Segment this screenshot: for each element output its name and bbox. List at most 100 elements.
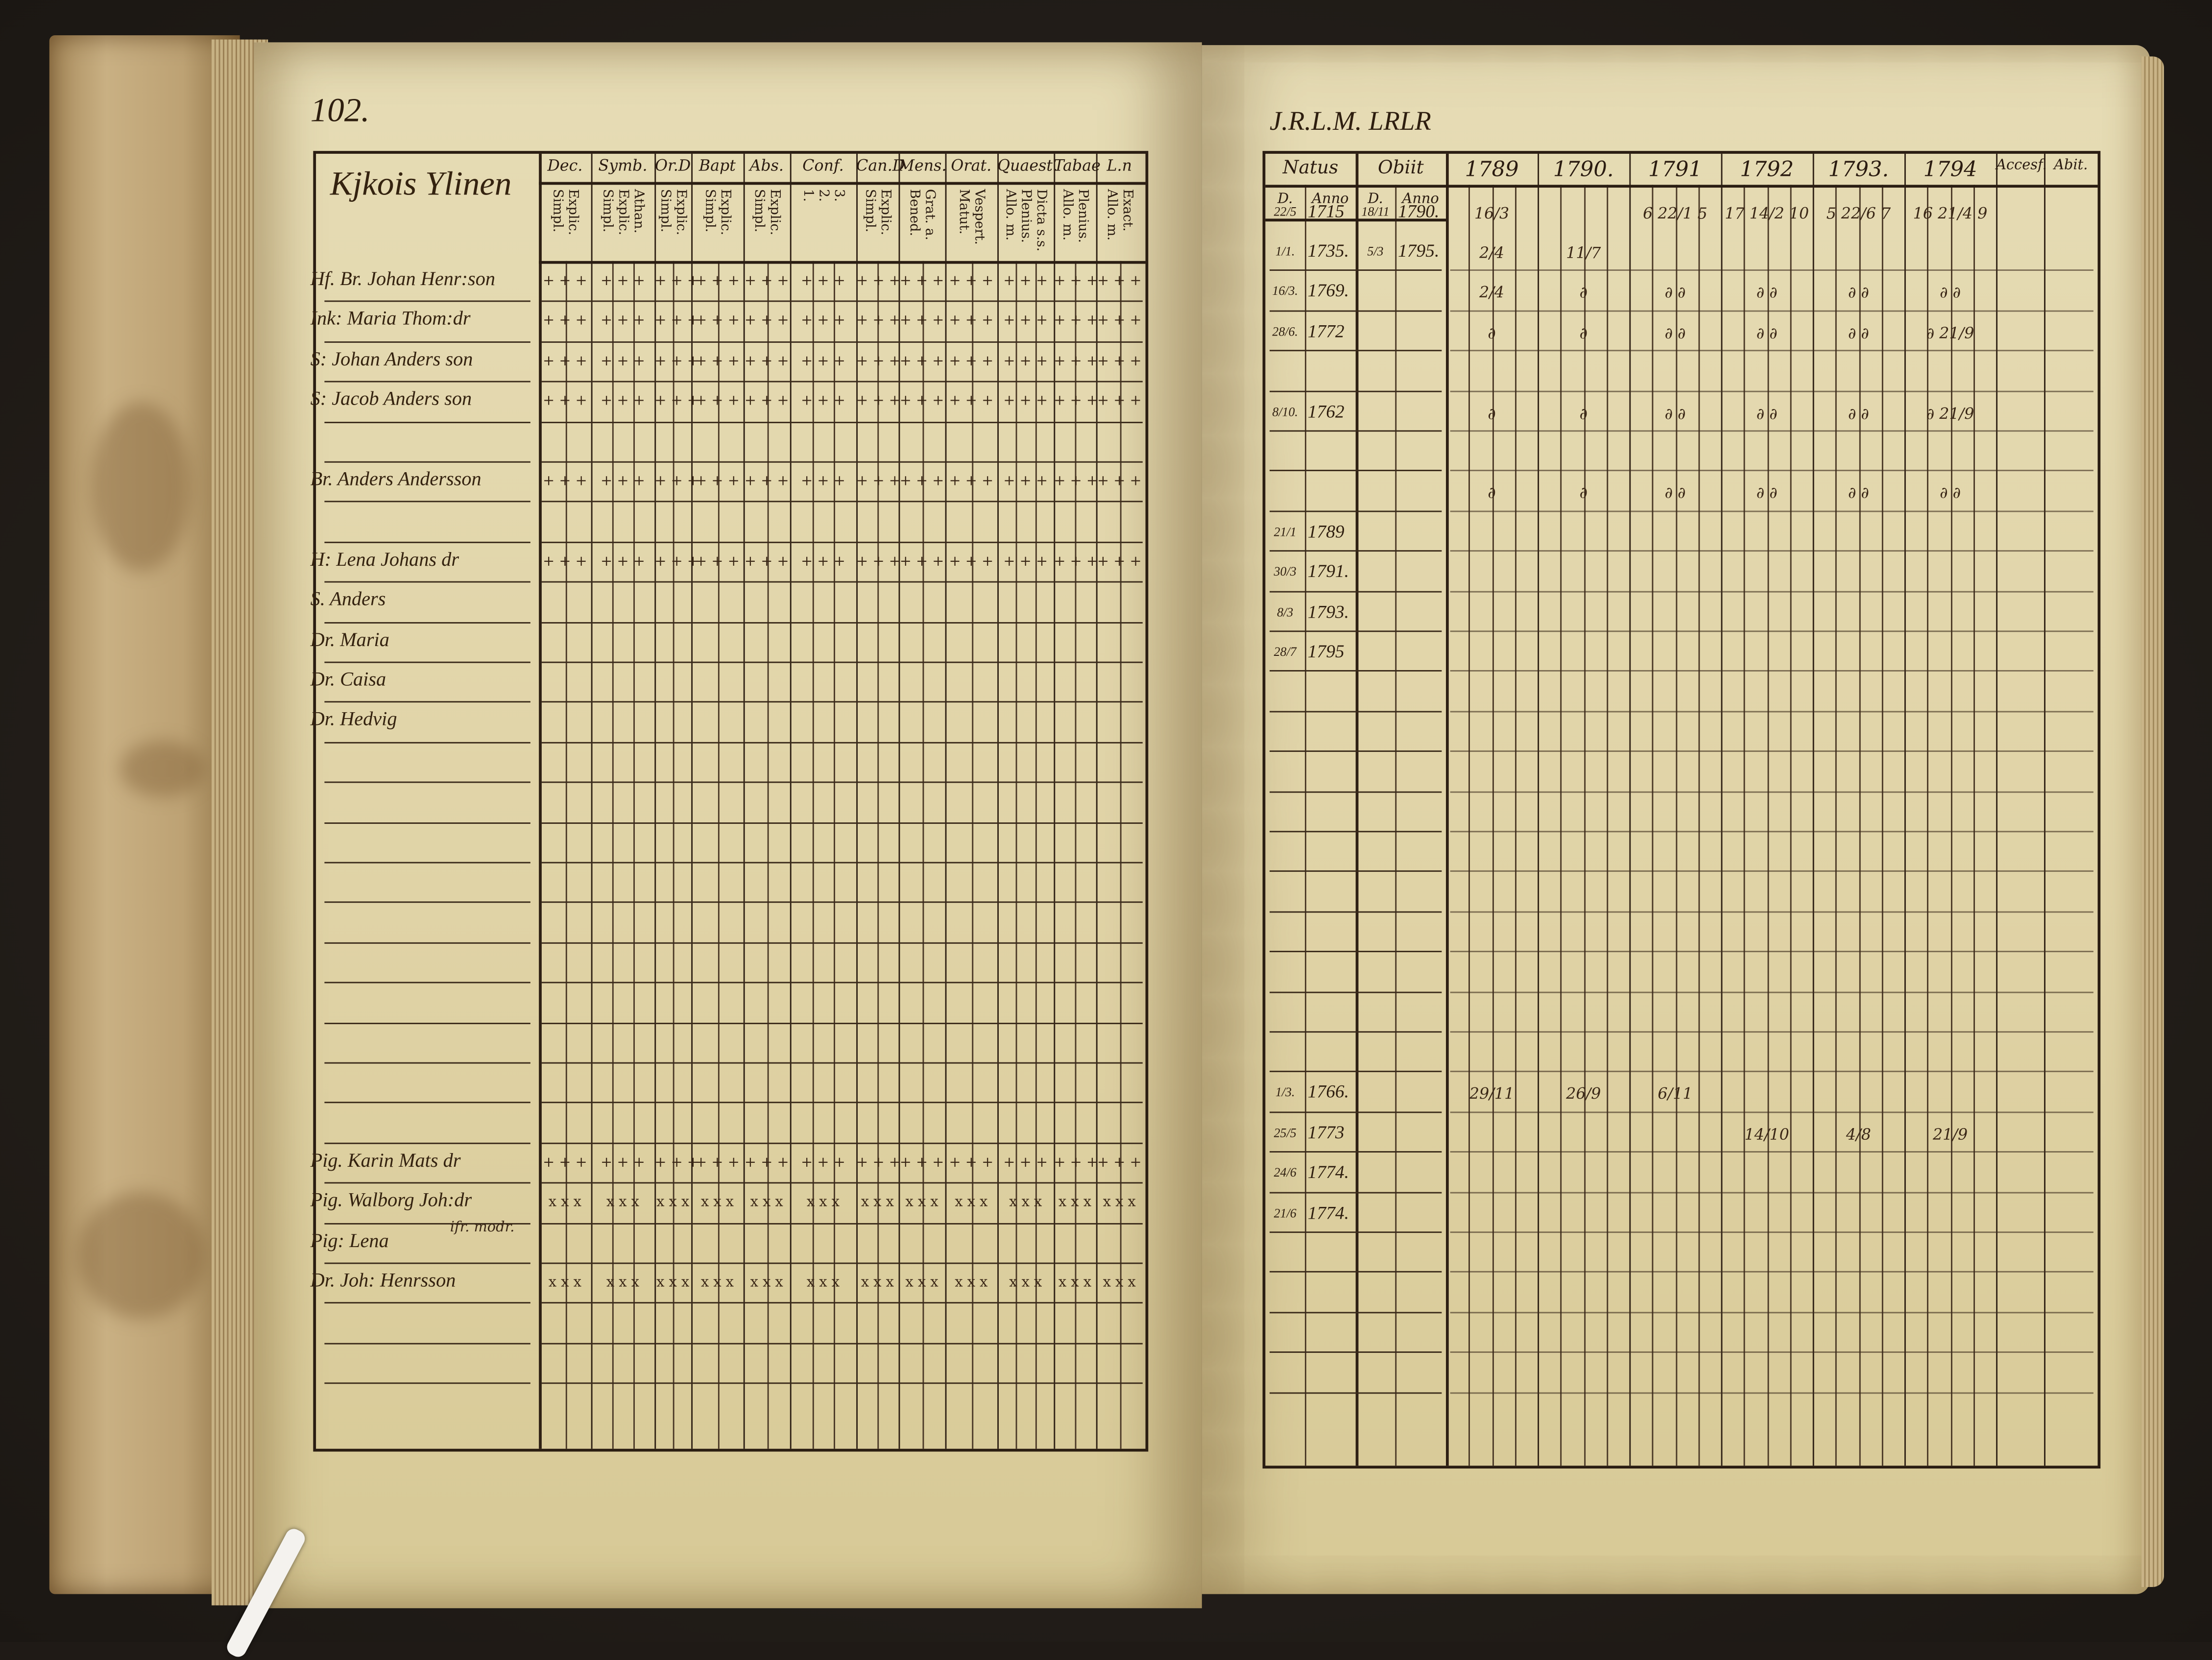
examination-mark: + + + [543, 354, 587, 369]
row-line [1450, 310, 2093, 312]
examination-mark: + + + [1097, 273, 1142, 289]
examination-mark: + + + [654, 554, 699, 570]
subcolumn-line [1075, 261, 1077, 1449]
examination-mark: + + + [949, 1155, 994, 1171]
examination-mark: + + + [856, 554, 901, 570]
year-subcolumn-line [1561, 185, 1562, 1466]
row-line [541, 1343, 1143, 1345]
year-subcolumn-line [1858, 185, 1860, 1466]
column-divider [1096, 153, 1098, 1449]
row-line [1270, 671, 1442, 673]
row-line [541, 701, 1143, 703]
examination-mark: + + + [654, 313, 699, 330]
person-name: S. Anders [310, 590, 386, 611]
natus-year: 1715 [1307, 199, 1345, 221]
examination-mark: + + + [744, 554, 789, 570]
examination-mark: + + + [695, 313, 740, 330]
row-line [1450, 831, 2093, 833]
column-subheader: Athan. [630, 189, 647, 234]
date-subheader: D. [1368, 192, 1383, 208]
year-subcolumn-line [1881, 185, 1883, 1466]
row-line [324, 621, 530, 623]
column-subheader: 1. [799, 189, 816, 202]
column-subheader: Bened. [906, 189, 922, 237]
row-line [324, 1022, 530, 1024]
row-line [1450, 270, 2093, 272]
natus-year: 1773 [1307, 1121, 1345, 1143]
row-line [1450, 1231, 2093, 1233]
row-line [324, 341, 530, 343]
year-attendance-mark: ∂ [1488, 484, 1496, 503]
person-name: H: Lena Johans dr [310, 550, 459, 571]
year-attendance-mark: 21/9 [1933, 1125, 1968, 1144]
row-line [324, 942, 530, 944]
subcolumn-line [1016, 261, 1018, 1449]
row-line [1450, 951, 2093, 953]
row-line [1270, 1392, 1442, 1394]
examination-mark: x x x [700, 1275, 734, 1291]
examination-mark: + + + [801, 394, 845, 409]
left-page [254, 42, 1202, 1609]
person-name: Dr. Caisa [310, 670, 386, 692]
column-subheader: Simpl. [701, 189, 718, 233]
row-line [1270, 630, 1442, 632]
natus-day: 8/3 [1277, 604, 1294, 619]
column-divider [743, 153, 745, 1449]
book-cover [49, 35, 240, 1594]
column-subheader: Matut. [956, 189, 971, 235]
row-line [1270, 871, 1442, 872]
year-attendance-mark: ∂ [1488, 324, 1496, 343]
examination-mark: + + + [856, 474, 901, 490]
examination-mark: + + + [1003, 394, 1048, 409]
row-line [1270, 470, 1442, 472]
column-header: Mens. [898, 156, 947, 175]
examination-mark: + + + [601, 474, 645, 490]
year-divider [1812, 153, 1814, 1466]
row-line [541, 621, 1143, 623]
year-attendance-mark: ∂ ∂ [1756, 324, 1778, 343]
row-line [541, 301, 1143, 303]
column-divider [898, 153, 900, 1449]
accessit-divider [2044, 153, 2045, 1466]
row-line [1270, 911, 1442, 913]
year-subcolumn-line [1835, 185, 1837, 1466]
row-line [541, 982, 1143, 984]
row-line [541, 341, 1143, 343]
column-subheader: Plenius. [1017, 189, 1034, 243]
person-note: ifr. modr. [450, 1220, 515, 1235]
examination-mark: x x x [1009, 1275, 1042, 1291]
year-divider [1996, 153, 1998, 1466]
person-name: Dr. Maria [310, 630, 389, 651]
row-line [324, 821, 530, 823]
examination-mark: + + + [1054, 554, 1099, 570]
examination-mark: + + + [1003, 474, 1048, 490]
row-line [1450, 871, 2093, 872]
examination-mark: + + + [1097, 1155, 1142, 1171]
row-line [541, 1022, 1143, 1024]
row-line [1270, 430, 1442, 432]
subcolumn-line [673, 261, 674, 1449]
year-attendance-mark: 16 21/4 9 [1913, 204, 1988, 222]
examination-mark: x x x [548, 1195, 581, 1211]
examination-mark: + + + [801, 474, 845, 490]
examination-mark: + + + [601, 1155, 645, 1171]
examination-mark: + + + [654, 1155, 699, 1171]
row-line [1450, 470, 2093, 472]
row-line [1450, 1392, 2093, 1394]
examination-mark: + + + [543, 313, 587, 330]
row-line [541, 461, 1143, 463]
date-subheader: Anno [1402, 192, 1439, 208]
year-attendance-mark: ∂ 21/9 [1926, 324, 1974, 343]
examination-mark: + + + [1097, 394, 1142, 409]
row-line [1270, 310, 1442, 312]
year-subcolumn-line [1583, 185, 1585, 1466]
row-line [324, 541, 530, 543]
row-line [324, 982, 530, 984]
year-attendance-mark: 6 22/1 5 [1643, 204, 1707, 222]
examination-mark: + + + [695, 1155, 740, 1171]
row-line [1270, 510, 1442, 512]
examination-mark: + + + [899, 1155, 944, 1171]
column-subheader: Allo. m. [1059, 189, 1075, 241]
examination-mark: + + + [601, 354, 645, 369]
